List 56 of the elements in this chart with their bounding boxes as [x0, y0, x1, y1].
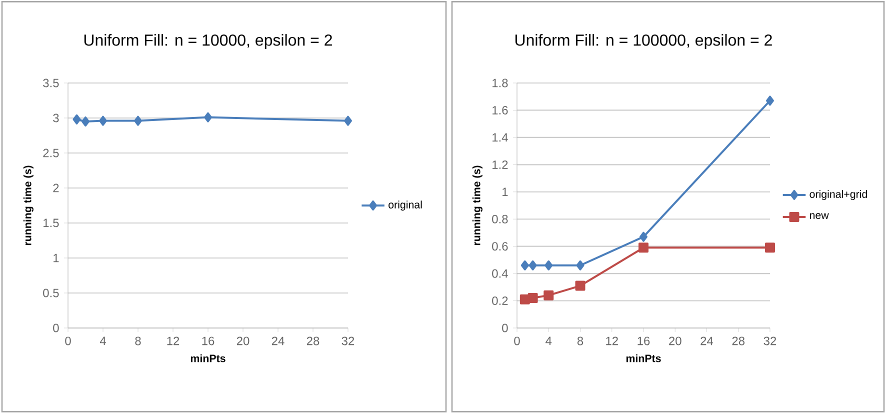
x-tick-label: 12	[167, 336, 180, 346]
x-tick-label: 28	[306, 336, 320, 346]
point	[766, 96, 774, 106]
x-tick-label: 16	[202, 336, 214, 346]
y-axis-title: running time (s)	[472, 166, 482, 246]
point	[576, 260, 584, 270]
point	[638, 242, 648, 253]
x-tick-label: 20	[669, 336, 682, 346]
point	[575, 280, 586, 291]
x-tick-label: 0	[514, 336, 520, 346]
y-tick-label: 0.8	[492, 214, 508, 224]
legend-label: new	[810, 213, 829, 219]
point	[528, 293, 538, 304]
y-tick-label: 0.4	[492, 269, 508, 278]
x-tick-label: 28	[732, 336, 745, 346]
chart-title: Uniform Fill: n = 10000, epsilon = 2	[84, 34, 332, 49]
x-tick-label: 8	[577, 336, 584, 346]
point	[520, 260, 529, 270]
x-tick-label: 32	[342, 336, 354, 346]
x-tick-label: 8	[135, 336, 141, 346]
point	[764, 242, 775, 253]
x-tick-label: 4	[546, 336, 552, 345]
x-tick-label: 16	[638, 336, 650, 346]
x-tick-label: 12	[606, 336, 618, 346]
x-axis-title: minPts	[626, 354, 661, 362]
y-tick-label: 1	[54, 254, 59, 262]
y-tick-label: 3.5	[43, 78, 59, 88]
y-tick-label: 0	[53, 324, 59, 332]
x-tick-label: 20	[236, 336, 250, 346]
x-tick-label: 0	[65, 336, 71, 346]
x-axis-title: minPts	[190, 354, 226, 362]
y-tick-label: 1.2	[492, 160, 508, 169]
point	[544, 260, 553, 270]
y-tick-label: 2.5	[43, 148, 59, 158]
x-tick-label: 24	[272, 336, 284, 346]
y-tick-label: 3	[53, 114, 59, 122]
y-tick-label: 1	[502, 188, 508, 196]
y-tick-label: 1.6	[492, 106, 508, 114]
y-tick-label: 0.5	[43, 288, 59, 298]
point	[640, 232, 648, 242]
x-tick-label: 4	[100, 336, 106, 345]
y-tick-label: 2	[53, 184, 59, 192]
y-tick-label: 0.2	[492, 296, 508, 306]
y-tick-label: 1.4	[492, 133, 508, 142]
x-tick-label: 32	[764, 336, 776, 346]
point	[544, 290, 554, 300]
point	[528, 260, 537, 270]
y-tick-label: 0.6	[492, 242, 508, 251]
x-tick-label: 24	[700, 336, 714, 346]
y-axis-title: running time (s)	[23, 166, 34, 246]
legend-label: original	[388, 200, 422, 211]
y-tick-label: 1.5	[44, 218, 59, 228]
y-tick-label: 0	[502, 324, 508, 332]
legend-label: original+grid	[810, 190, 867, 200]
chart-title: Uniform Fill: n = 100000, epsilon = 2	[515, 34, 772, 49]
y-tick-label: 1.8	[492, 78, 508, 88]
